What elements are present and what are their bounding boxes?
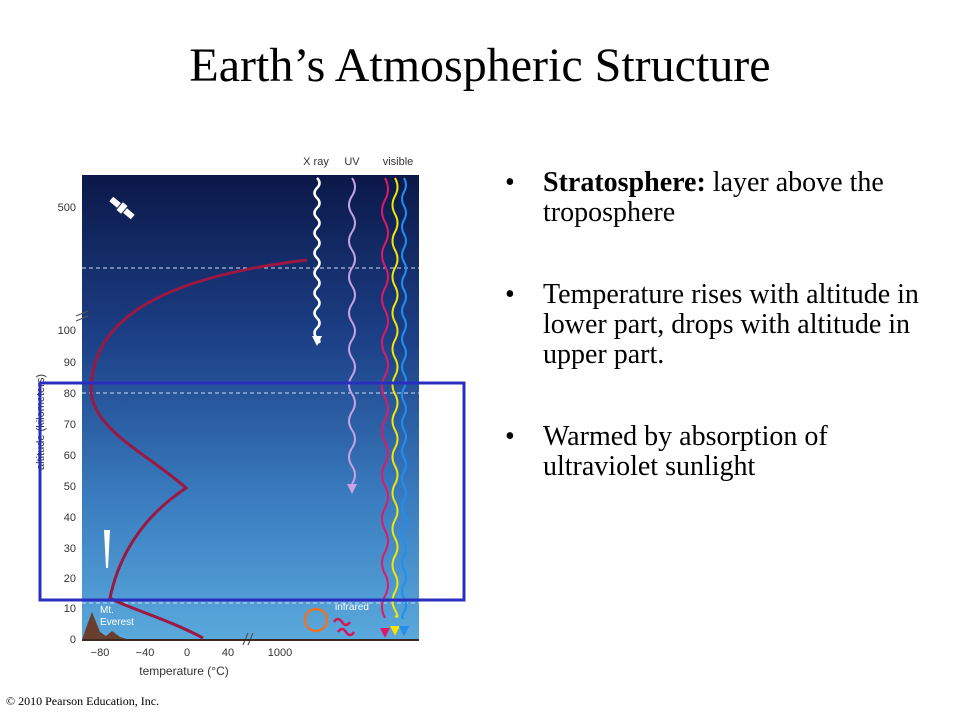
y-tick: 0 bbox=[70, 634, 76, 646]
x-axis-label: temperature (°C) bbox=[139, 664, 229, 678]
y-tick: 40 bbox=[64, 512, 76, 524]
visible-wave-yellow bbox=[391, 177, 399, 618]
slide-title: Earth’s Atmospheric Structure bbox=[189, 39, 771, 92]
satellite-icon bbox=[109, 196, 135, 220]
bullet-text: layer above the troposphere bbox=[543, 167, 884, 228]
y-tick: 10 bbox=[64, 603, 76, 615]
x-tick: 40 bbox=[222, 647, 234, 659]
bullet-text: Temperature rises with altitude in lower… bbox=[543, 279, 919, 370]
visible-arrowhead-blue-icon bbox=[399, 626, 409, 636]
everest-label-line1: Mt. bbox=[100, 605, 114, 616]
infrared-cycle-icon bbox=[303, 607, 356, 637]
copyright-notice: © 2010 Pearson Education, Inc. bbox=[6, 694, 160, 708]
everest-label-line2: Everest bbox=[100, 617, 134, 628]
xray-arrowhead-icon bbox=[312, 336, 322, 346]
visible-arrowhead-yellow-icon bbox=[390, 626, 400, 636]
x-tick: 0 bbox=[184, 647, 190, 659]
bullet-glyph: • bbox=[505, 421, 515, 452]
y-tick: 20 bbox=[64, 573, 76, 585]
visible-wave-red bbox=[381, 177, 389, 619]
bullet-text: Warmed by absorption of ultraviolet sunl… bbox=[543, 421, 828, 482]
stratosphere-highlight-box bbox=[38, 381, 466, 602]
bullet-term: Stratosphere: bbox=[543, 167, 706, 198]
sky-panel bbox=[82, 175, 419, 640]
bullet-stratosphere: • Stratosphere: layer above the troposph… bbox=[505, 168, 925, 228]
uv-arrowhead-icon bbox=[347, 484, 357, 494]
y-tick: 50 bbox=[64, 481, 76, 493]
uv-label: UV bbox=[344, 156, 360, 168]
bullet-warmed: • Warmed by absorption of ultraviolet su… bbox=[505, 422, 925, 482]
x-tick: −80 bbox=[91, 647, 110, 659]
bullet-glyph: • bbox=[505, 279, 515, 310]
y-tick: 90 bbox=[64, 357, 76, 369]
xray-label: X ray bbox=[303, 156, 329, 168]
uv-wave bbox=[348, 177, 356, 485]
y-axis-break-icon bbox=[75, 310, 89, 322]
xray-wave bbox=[313, 177, 321, 344]
weather-balloon-icon bbox=[104, 530, 110, 568]
y-tick: 500 bbox=[58, 202, 76, 214]
y-tick: 70 bbox=[64, 419, 76, 431]
x-axis-ticks: −80 −40 0 40 1000 bbox=[91, 647, 293, 659]
visible-wave-blue bbox=[401, 177, 407, 620]
y-tick: 60 bbox=[64, 450, 76, 462]
y-tick: 80 bbox=[64, 388, 76, 400]
mountain-range bbox=[82, 612, 130, 640]
bullet-glyph: • bbox=[505, 167, 515, 198]
y-tick: 100 bbox=[58, 325, 76, 337]
temperature-curve bbox=[89, 258, 308, 640]
bullet-temperature: • Temperature rises with altitude in low… bbox=[505, 280, 925, 370]
visible-label: visible bbox=[383, 156, 414, 168]
bullet-list: • Stratosphere: layer above the troposph… bbox=[505, 168, 925, 482]
x-tick: 1000 bbox=[268, 647, 292, 659]
x-tick: −40 bbox=[136, 647, 155, 659]
infrared-label: infrared bbox=[335, 602, 369, 613]
y-tick: 30 bbox=[64, 543, 76, 555]
y-axis-ticks: 500 100 90 80 70 60 50 40 30 20 10 0 bbox=[58, 202, 76, 646]
